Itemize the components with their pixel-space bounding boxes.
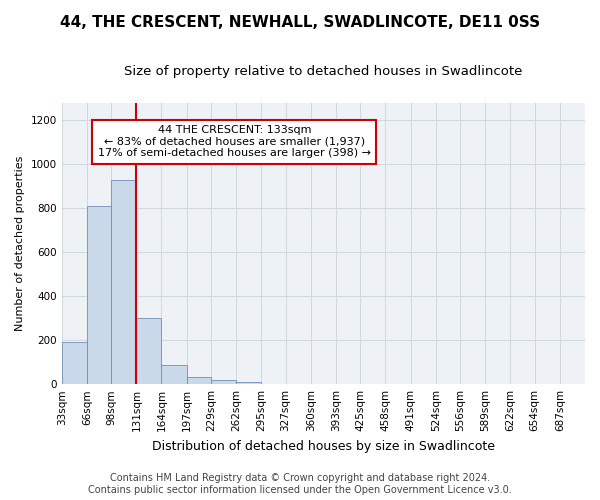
Bar — [236, 382, 261, 384]
Text: 44 THE CRESCENT: 133sqm
← 83% of detached houses are smaller (1,937)
17% of semi: 44 THE CRESCENT: 133sqm ← 83% of detache… — [98, 126, 371, 158]
Bar — [87, 206, 111, 384]
Y-axis label: Number of detached properties: Number of detached properties — [15, 156, 25, 331]
Bar — [187, 377, 211, 384]
Bar — [136, 318, 161, 384]
Title: Size of property relative to detached houses in Swadlincote: Size of property relative to detached ho… — [124, 65, 523, 78]
Bar — [62, 342, 87, 384]
Bar — [211, 380, 236, 384]
Bar — [161, 366, 187, 384]
X-axis label: Distribution of detached houses by size in Swadlincote: Distribution of detached houses by size … — [152, 440, 495, 452]
Text: 44, THE CRESCENT, NEWHALL, SWADLINCOTE, DE11 0SS: 44, THE CRESCENT, NEWHALL, SWADLINCOTE, … — [60, 15, 540, 30]
Text: Contains HM Land Registry data © Crown copyright and database right 2024.
Contai: Contains HM Land Registry data © Crown c… — [88, 474, 512, 495]
Bar — [111, 180, 136, 384]
